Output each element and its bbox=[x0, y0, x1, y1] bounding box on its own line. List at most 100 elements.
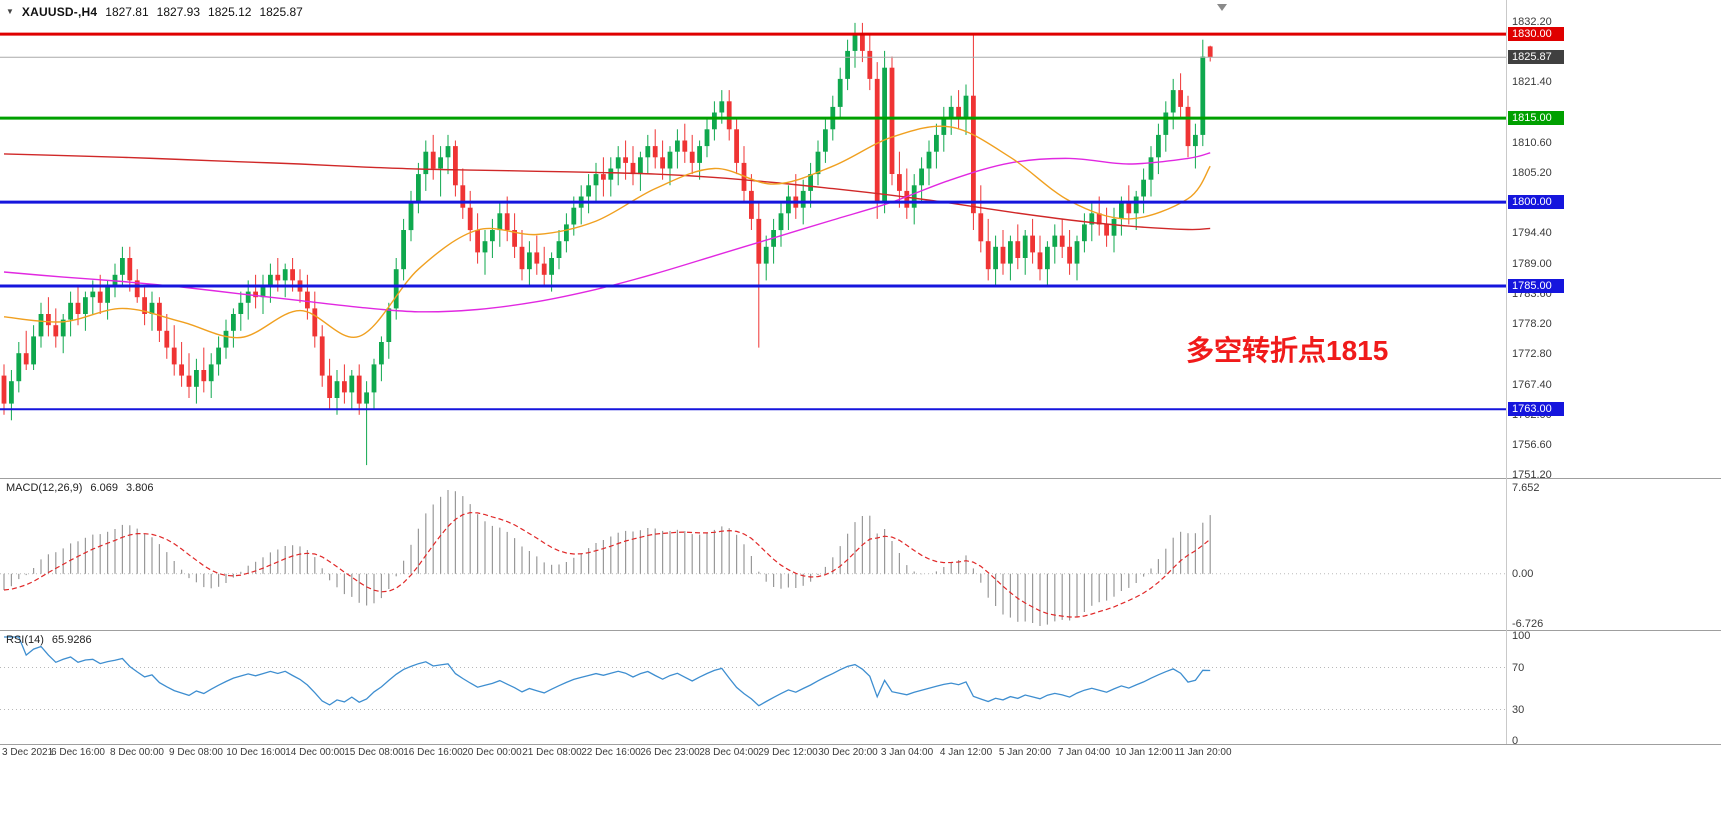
time-axis-label[interactable]: 22 Dec 16:00 bbox=[581, 747, 641, 758]
candle-body bbox=[475, 230, 480, 253]
candle-body bbox=[393, 269, 399, 309]
bar-low-value: 1825.12 bbox=[208, 5, 252, 19]
candle-body bbox=[401, 230, 406, 270]
time-axis-label[interactable]: 10 Dec 16:00 bbox=[226, 747, 286, 758]
candle-body bbox=[645, 146, 651, 158]
candle-body bbox=[549, 258, 554, 275]
candle-body bbox=[171, 347, 177, 365]
candle-body bbox=[379, 342, 384, 365]
candle-body bbox=[808, 174, 813, 191]
candle-body bbox=[83, 297, 88, 314]
candle-body bbox=[1, 375, 7, 404]
candle-body bbox=[1037, 252, 1043, 270]
price-tick-label[interactable]: 1778.20 bbox=[1512, 318, 1552, 330]
symbol-dropdown-icon[interactable]: ▼ bbox=[6, 7, 14, 16]
time-axis-label[interactable]: 3 Jan 04:00 bbox=[880, 747, 934, 758]
time-axis-label[interactable]: 10 Jan 12:00 bbox=[1115, 747, 1173, 758]
time-axis-label[interactable]: 15 Dec 08:00 bbox=[344, 747, 404, 758]
candle-body bbox=[179, 364, 184, 376]
candle-body bbox=[956, 106, 961, 119]
price-tick-label[interactable]: 1832.20 bbox=[1512, 16, 1552, 28]
candle-body bbox=[1207, 46, 1213, 58]
candle-body bbox=[416, 174, 421, 203]
candle-body bbox=[97, 291, 103, 303]
candle-body bbox=[897, 174, 902, 191]
rsi-axis-label: 30 bbox=[1512, 704, 1525, 716]
price-tick-label[interactable]: 1756.60 bbox=[1512, 439, 1552, 451]
time-axis-label[interactable]: 4 Jan 12:00 bbox=[939, 747, 993, 758]
candle-body bbox=[1052, 235, 1058, 247]
rsi-panel-label: RSI(14) 65.9286 bbox=[6, 634, 92, 646]
chart-shift-marker-icon[interactable] bbox=[1217, 4, 1227, 11]
rsi-axis-label: 100 bbox=[1512, 630, 1531, 642]
candle-body bbox=[660, 157, 665, 169]
candle-body bbox=[260, 286, 266, 298]
candle-body bbox=[423, 151, 429, 175]
annotation-text[interactable]: 多空转折点1815 bbox=[1186, 335, 1389, 366]
candle-body bbox=[911, 185, 917, 208]
time-axis-label[interactable]: 16 Dec 16:00 bbox=[403, 747, 463, 758]
time-axis-label[interactable]: 6 Dec 16:00 bbox=[51, 747, 105, 758]
time-axis-label[interactable]: 21 Dec 08:00 bbox=[522, 747, 582, 758]
candle-body bbox=[1000, 246, 1006, 264]
candle-body bbox=[453, 146, 458, 186]
candle-body bbox=[919, 168, 924, 186]
candle-body bbox=[90, 291, 96, 298]
candle-body bbox=[216, 347, 221, 365]
time-axis-label[interactable]: 11 Jan 20:00 bbox=[1174, 747, 1232, 758]
candle-body bbox=[438, 157, 443, 169]
price-badge: 1785.00 bbox=[1508, 279, 1564, 293]
candle-body bbox=[23, 353, 29, 365]
candle-body bbox=[31, 336, 36, 365]
price-tick-label[interactable]: 1805.20 bbox=[1512, 167, 1552, 179]
candle-body bbox=[926, 151, 932, 169]
candle-body bbox=[571, 207, 577, 225]
price-tick-label[interactable]: 1821.40 bbox=[1512, 76, 1552, 88]
candle-body bbox=[490, 230, 495, 242]
time-axis-label[interactable]: 7 Jan 04:00 bbox=[1057, 747, 1111, 758]
candle-body bbox=[364, 392, 369, 404]
time-axis-label[interactable]: 5 Jan 20:00 bbox=[998, 747, 1052, 758]
candle-body bbox=[467, 207, 473, 231]
price-tick-label[interactable]: 1767.40 bbox=[1512, 379, 1552, 391]
time-axis-label[interactable]: 3 Dec 2021 bbox=[2, 747, 54, 758]
candle-body bbox=[1045, 246, 1050, 270]
time-axis-label[interactable]: 14 Dec 00:00 bbox=[285, 747, 345, 758]
rsi-axis-label: 70 bbox=[1512, 662, 1525, 674]
candle-body bbox=[512, 230, 517, 247]
candle-body bbox=[638, 157, 643, 175]
candle-body bbox=[519, 246, 525, 270]
candle-body bbox=[60, 319, 66, 337]
time-axis-label[interactable]: 20 Dec 00:00 bbox=[462, 747, 522, 758]
time-axis-label[interactable]: 29 Dec 12:00 bbox=[758, 747, 818, 758]
candle-body bbox=[1089, 213, 1095, 225]
candle-body bbox=[120, 258, 125, 275]
candle-body bbox=[985, 241, 991, 270]
candle-body bbox=[1074, 241, 1080, 264]
candle-body bbox=[734, 129, 739, 163]
time-axis-label[interactable]: 26 Dec 23:00 bbox=[640, 747, 700, 758]
price-tick-label[interactable]: 1789.00 bbox=[1512, 258, 1552, 270]
price-tick-label[interactable]: 1751.20 bbox=[1512, 469, 1552, 481]
candle-body bbox=[482, 241, 488, 253]
price-tick-label[interactable]: 1794.40 bbox=[1512, 227, 1552, 239]
candle-body bbox=[1082, 224, 1087, 242]
ma-orange-line bbox=[3, 125, 1211, 339]
time-axis-label[interactable]: 28 Dec 04:00 bbox=[699, 747, 759, 758]
candle-body bbox=[971, 95, 976, 214]
candle-body bbox=[800, 190, 806, 208]
price-tick-label[interactable]: 1772.80 bbox=[1512, 348, 1552, 360]
candle-body bbox=[408, 202, 414, 231]
price-badge: 1830.00 bbox=[1508, 27, 1564, 41]
time-axis-label[interactable]: 9 Dec 08:00 bbox=[169, 747, 223, 758]
candle-body bbox=[1126, 202, 1132, 214]
candle-body bbox=[327, 375, 332, 398]
candle-body bbox=[652, 146, 658, 158]
candle-body bbox=[53, 325, 59, 337]
candle-body bbox=[837, 78, 843, 107]
price-tick-label[interactable]: 1810.60 bbox=[1512, 137, 1552, 149]
time-axis-label[interactable]: 30 Dec 20:00 bbox=[818, 747, 878, 758]
candle-body bbox=[874, 78, 880, 202]
time-axis-label[interactable]: 8 Dec 00:00 bbox=[110, 747, 164, 758]
